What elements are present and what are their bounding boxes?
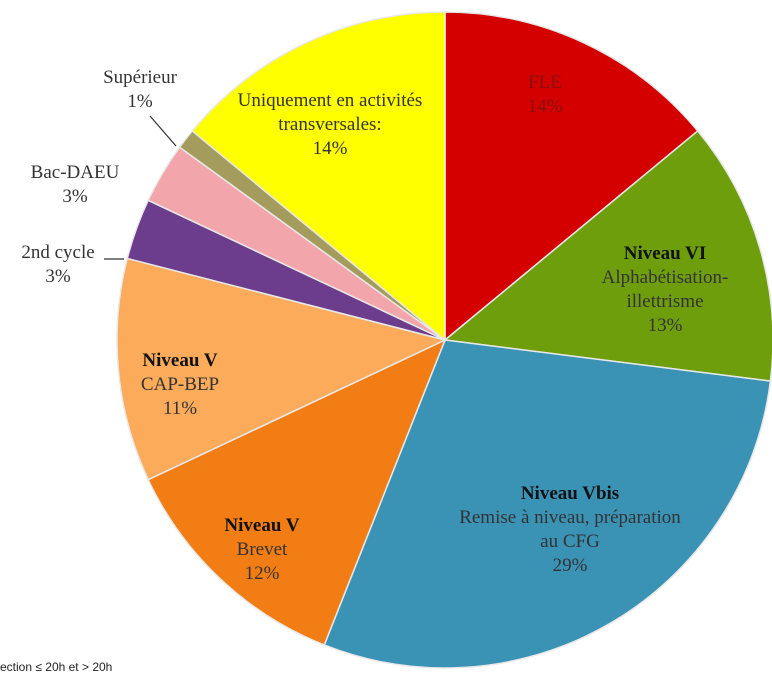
slice-label: Niveau V Brevet 12% xyxy=(192,514,332,586)
slice xyxy=(443,129,772,382)
category-label: Bac-DAEU xyxy=(30,162,120,183)
value-label: 1% xyxy=(127,91,153,112)
slice-label: FLE 14% xyxy=(485,71,605,119)
slice-label: Niveau V CAP-BEP 11% xyxy=(110,349,250,421)
slice-label: Bac-DAEU 3% xyxy=(10,161,140,209)
value-label: 13% xyxy=(647,315,683,336)
category-label: Uniquement en activités transversales: xyxy=(237,90,423,135)
slice xyxy=(191,11,446,342)
level-label: Niveau VI xyxy=(623,243,707,264)
slice-label: Supérieur 1% xyxy=(80,66,200,114)
value-label: 3% xyxy=(45,266,71,287)
slice xyxy=(116,257,448,481)
value-label: 14% xyxy=(527,96,563,117)
level-label: Niveau V xyxy=(142,350,218,371)
leader-line xyxy=(149,115,177,147)
value-label: 11% xyxy=(162,398,198,419)
category-label: Supérieur xyxy=(103,67,177,88)
level-label: Niveau V xyxy=(224,515,300,536)
category-label: Brevet xyxy=(236,539,288,560)
value-label: 14% xyxy=(312,138,348,159)
category-label: Remise à niveau, préparation au CFG xyxy=(459,507,681,552)
slice-label: Niveau VI Alphabétisation-illettrisme 13% xyxy=(585,242,745,338)
slice xyxy=(323,339,772,669)
slice-label: Uniquement en activités transversales: 14… xyxy=(235,89,425,161)
slice-label: Niveau Vbis Remise à niveau, préparation … xyxy=(450,482,690,578)
slice-label: 2nd cycle 3% xyxy=(0,241,118,289)
category-label: CAP-BEP xyxy=(140,374,220,395)
category-label: 2nd cycle xyxy=(21,242,95,263)
footnote: ection ≤ 20h et > 20h xyxy=(0,660,113,674)
category-label: FLE xyxy=(528,72,562,93)
value-label: 29% xyxy=(552,555,588,576)
slice xyxy=(444,11,699,342)
level-label: Niveau Vbis xyxy=(520,483,620,504)
slice xyxy=(147,338,447,646)
value-label: 12% xyxy=(244,563,280,584)
value-label: 3% xyxy=(62,186,88,207)
category-label: Alphabétisation-illettrisme xyxy=(601,267,729,312)
